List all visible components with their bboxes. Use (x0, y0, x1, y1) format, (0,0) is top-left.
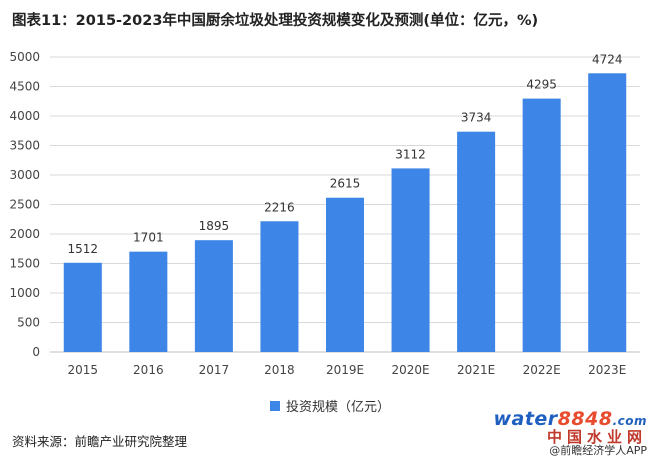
data-label: 1895 (199, 219, 230, 233)
y-tick-label: 2000 (9, 227, 40, 241)
bar (588, 73, 627, 352)
y-tick-label: 3500 (9, 139, 40, 153)
logo-cn: 中国水业网 (546, 427, 647, 446)
data-label: 1512 (68, 242, 99, 256)
bar (129, 251, 168, 352)
logo-wordmark: water8848.com (493, 407, 647, 430)
x-tick-label: 2015 (68, 363, 99, 377)
x-tick-label: 2016 (133, 363, 164, 377)
source-note: 资料来源：前瞻产业研究院整理 (12, 434, 188, 449)
bar (522, 98, 561, 352)
water8848-logo: water8848.com 中国水业网 @前瞻经济学人APP (493, 407, 647, 458)
bar (194, 240, 233, 352)
x-tick-label: 2023E (588, 363, 626, 377)
x-tick-label: 2020E (391, 363, 429, 377)
bar (63, 262, 102, 352)
x-tick-label: 2017 (199, 363, 230, 377)
data-label: 4295 (526, 78, 557, 92)
bar (457, 131, 496, 352)
logo-word-number: 8848 (557, 407, 613, 430)
y-tick-label: 5000 (9, 50, 40, 64)
bar (325, 197, 365, 352)
x-tick-label: 2018 (264, 363, 295, 377)
y-tick-label: 4500 (9, 80, 40, 94)
y-tick-label: 3000 (9, 168, 40, 182)
x-tick-label: 2022E (523, 363, 561, 377)
bar (260, 221, 299, 352)
data-label: 2615 (330, 177, 361, 191)
logo-word-water: water (493, 407, 558, 430)
y-tick-label: 4000 (9, 109, 40, 123)
y-tick-label: 1000 (9, 286, 40, 300)
x-tick-label: 2021E (457, 363, 495, 377)
chart-title: 图表11：2015-2023年中国厨余垃圾处理投资规模变化及预测(单位：亿元，%… (12, 13, 539, 29)
y-tick-label: 2500 (9, 198, 40, 212)
logo-bottom: 中国水业网 (493, 427, 647, 446)
bar (391, 168, 430, 352)
legend: 投资规模（亿元） (270, 396, 390, 415)
data-label: 2216 (264, 200, 295, 214)
y-tick-label: 500 (17, 316, 40, 330)
data-label: 1701 (133, 231, 164, 245)
y-tick-label: 1500 (9, 257, 40, 271)
data-label: 3734 (461, 111, 492, 125)
logo-word-suffix: .com (612, 413, 647, 428)
legend-label: 投资规模（亿元） (286, 400, 391, 415)
data-label: 4724 (592, 52, 623, 66)
x-tick-label: 2019E (326, 363, 364, 377)
credit: @前瞻经济学人APP (549, 444, 647, 458)
y-tick-label: 0 (32, 345, 40, 359)
data-label: 3112 (395, 147, 426, 161)
legend-swatch (270, 400, 280, 411)
